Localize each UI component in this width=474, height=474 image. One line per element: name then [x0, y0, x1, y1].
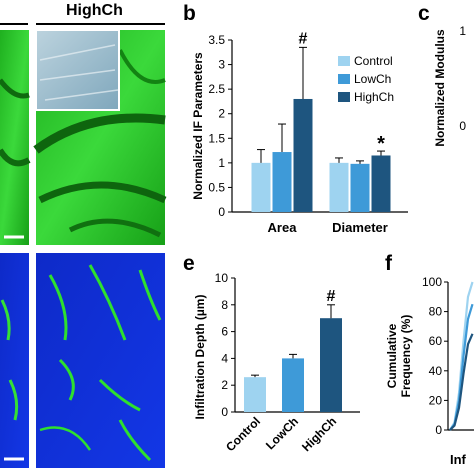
bar [293, 98, 313, 212]
y-tick-label: 20 [429, 393, 443, 407]
bar [272, 152, 292, 212]
legend-swatch [338, 92, 350, 102]
bar [244, 377, 266, 412]
y-tick-label: 80 [429, 305, 443, 319]
legend-swatch [338, 74, 350, 84]
legend-swatch [338, 56, 350, 66]
y-axis-label-line2: Frequency (%) [399, 315, 413, 398]
legend-label: HighCh [354, 90, 394, 104]
y-tick-label: 40 [429, 364, 443, 378]
panel-label-c: c [418, 2, 430, 25]
y-tick-label: 1 [218, 156, 225, 170]
panel-label-f: f [385, 252, 392, 275]
y-tick-label: 4 [221, 351, 228, 365]
chart-c: Normalized Modulus 1 0 [433, 24, 466, 147]
y-axis-label: Normalized IF Parameters [191, 52, 205, 200]
y-tick-label: 2.5 [208, 82, 225, 96]
y-tick-label: 0 [435, 423, 442, 437]
y-tick-label: 60 [429, 334, 443, 348]
y-tick-label: 0 [221, 405, 228, 419]
micrograph-panels [0, 23, 167, 468]
legend-label: Control [354, 54, 393, 68]
y-tick-label: 3 [218, 58, 225, 72]
blue-image-highch [36, 253, 165, 468]
x-tick-label: Area [268, 220, 298, 235]
y-tick-label: 2 [221, 378, 228, 392]
y-tick-label: 1.5 [208, 131, 225, 145]
y-tick-label: 3.5 [208, 33, 225, 47]
y-tick-label: 6 [221, 325, 228, 339]
x-tick-label: Control [223, 414, 263, 454]
bar [282, 358, 304, 412]
green-image-control [0, 30, 31, 245]
panel-label-e: e [183, 252, 195, 275]
chart-e: 0 2 4 6 8 10 Infiltration Depth (µm) Control Low… [193, 271, 360, 454]
y-tick-label: 10 [215, 271, 229, 285]
y-tick-label: 0.5 [208, 180, 225, 194]
y-tick-label: 2 [218, 107, 225, 121]
x-axis-label: Inf [450, 452, 467, 467]
y-axis-label-line1: Cumulative [385, 323, 399, 388]
y-tick-label: 0 [218, 205, 225, 219]
significance-marker: * [377, 133, 385, 155]
y-axis-label: Normalized Modulus [433, 29, 447, 147]
significance-marker: # [327, 288, 336, 305]
cdf-line [449, 333, 474, 431]
stain-inset [35, 29, 120, 111]
micrograph-title: HighCh [66, 2, 123, 19]
x-tick-label: HighCh [299, 414, 339, 454]
y-tick-label: 1 [459, 24, 466, 38]
panel-label-b: b [183, 2, 196, 25]
y-axis-label: Infiltration Depth (µm) [193, 295, 207, 420]
bar [320, 318, 342, 412]
chart-f: 0 20 40 60 80 100 Cumulative Frequency (%) Inf [385, 275, 474, 467]
bar [350, 163, 370, 212]
x-tick-label: LowCh [263, 414, 301, 452]
bar [329, 162, 349, 212]
cdf-line [449, 281, 474, 431]
y-tick-label: 8 [221, 298, 228, 312]
legend-label: LowCh [354, 72, 391, 86]
y-tick-label: 100 [422, 275, 442, 289]
green-image-highch [33, 29, 167, 245]
y-tick-label: 0 [459, 119, 466, 133]
blue-image-control [0, 253, 29, 468]
significance-marker: # [299, 30, 308, 47]
bar [251, 162, 271, 212]
bar [371, 155, 391, 212]
x-tick-label: Diameter [332, 220, 388, 235]
